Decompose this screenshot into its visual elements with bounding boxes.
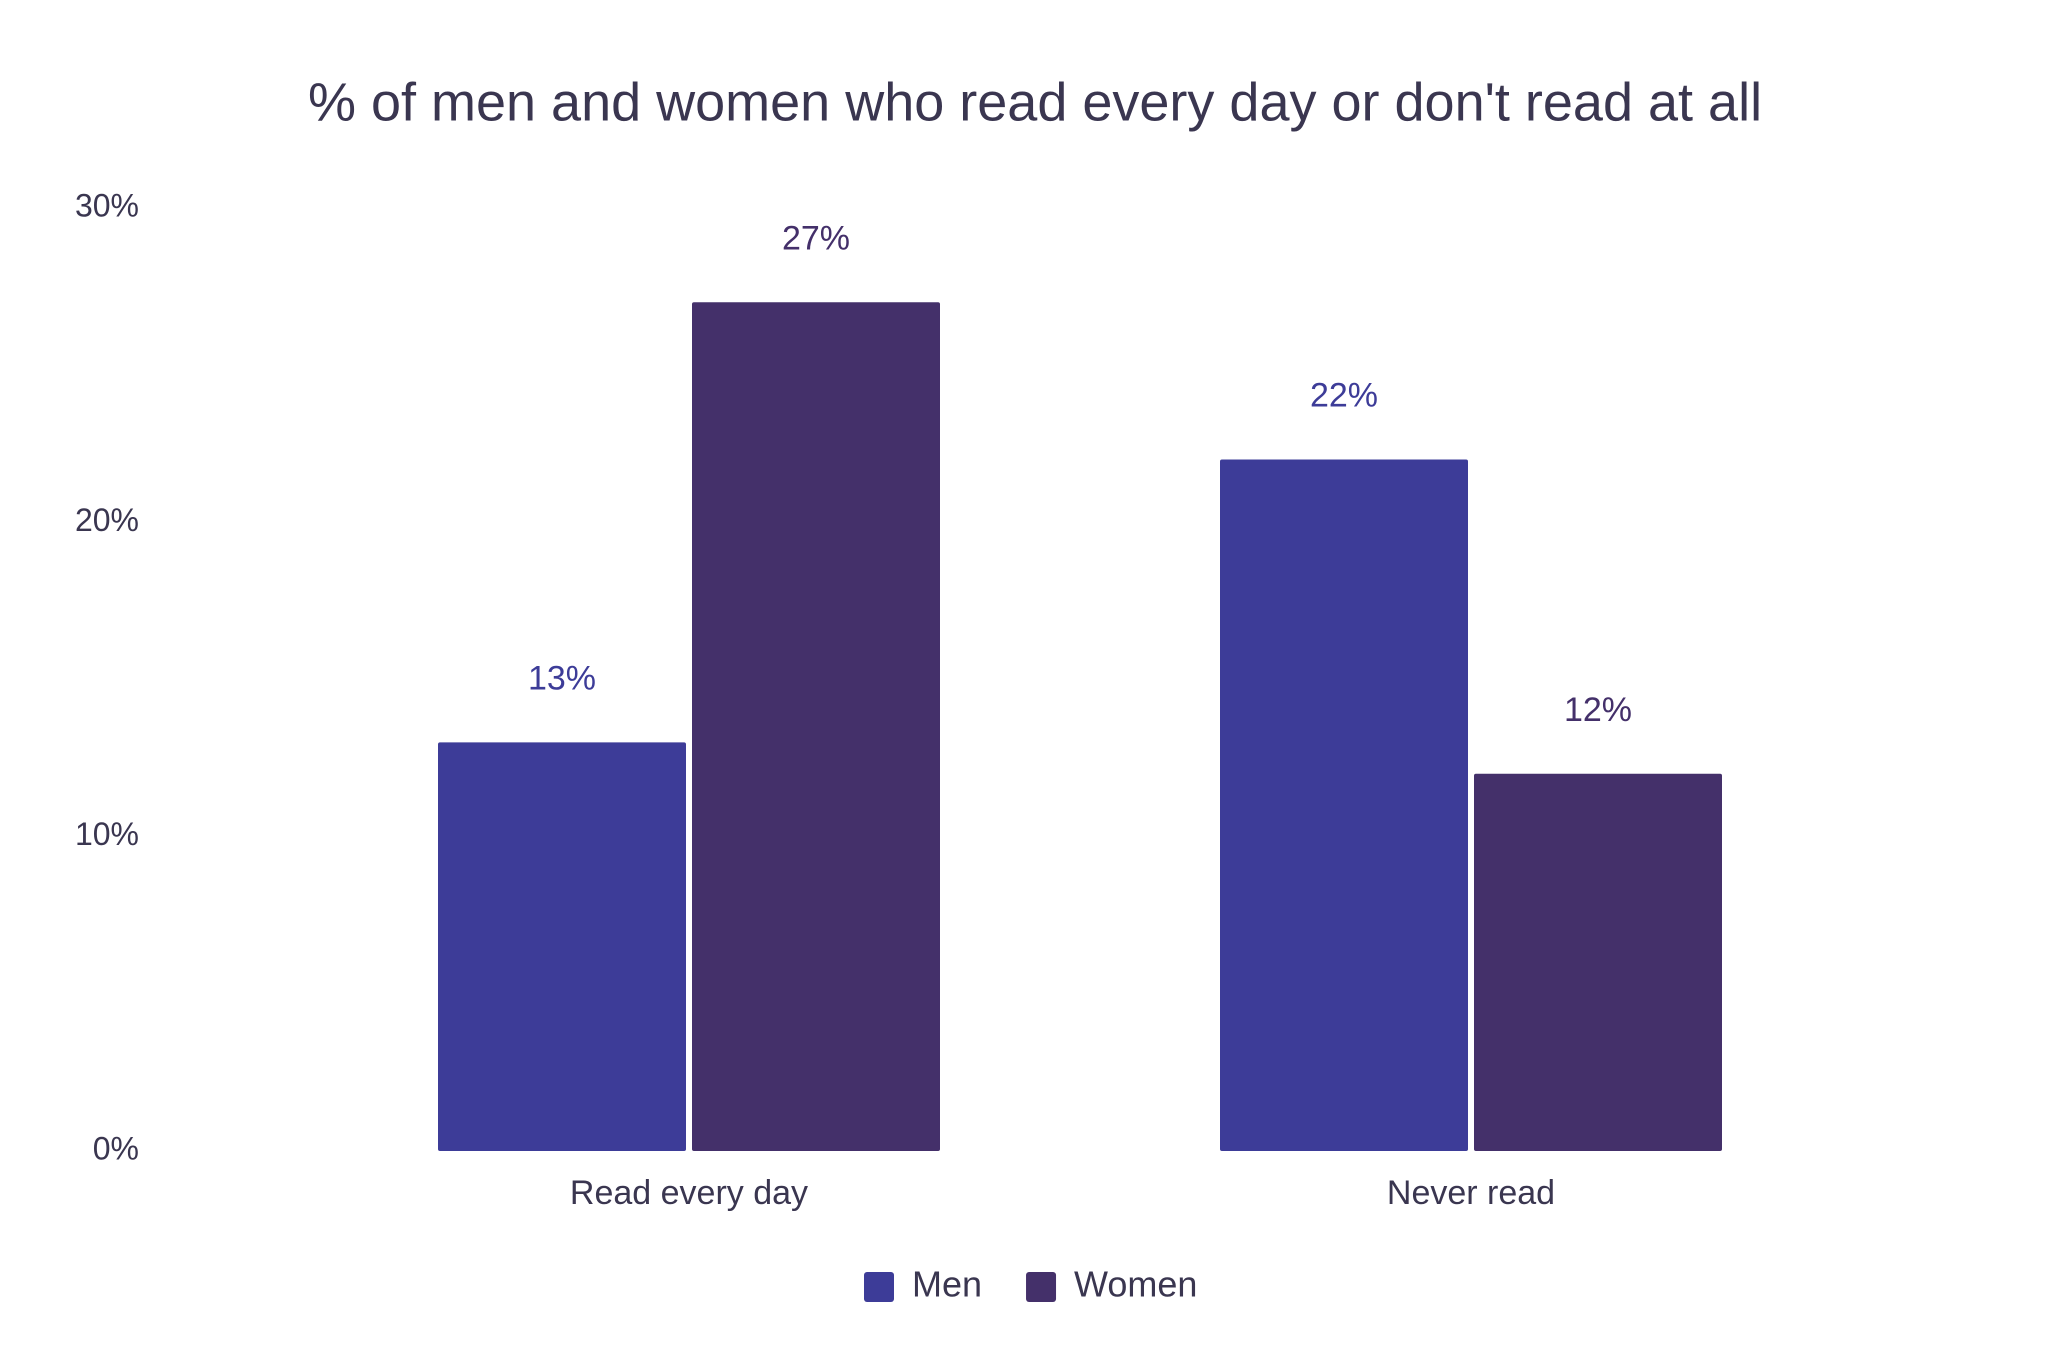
y-tick-label: 30% — [75, 187, 139, 223]
y-tick-label: 20% — [75, 502, 139, 538]
chart-title: % of men and women who read every day or… — [308, 72, 1762, 132]
x-tick-label: Read every day — [570, 1174, 808, 1212]
legend-swatch — [1026, 1272, 1057, 1302]
legend-swatch — [864, 1272, 894, 1302]
bar — [692, 302, 940, 1151]
bar — [1220, 459, 1468, 1151]
legend-label: Men — [912, 1264, 982, 1305]
bar — [438, 742, 686, 1151]
bar — [1474, 773, 1722, 1151]
y-tick-label: 0% — [93, 1130, 139, 1166]
legend-label: Women — [1074, 1264, 1197, 1305]
value-label: 22% — [1310, 376, 1378, 414]
x-tick-label: Never read — [1387, 1174, 1555, 1212]
value-label: 12% — [1564, 691, 1632, 729]
y-tick-label: 10% — [75, 816, 139, 852]
value-label: 13% — [528, 659, 596, 697]
value-label: 27% — [782, 219, 850, 257]
